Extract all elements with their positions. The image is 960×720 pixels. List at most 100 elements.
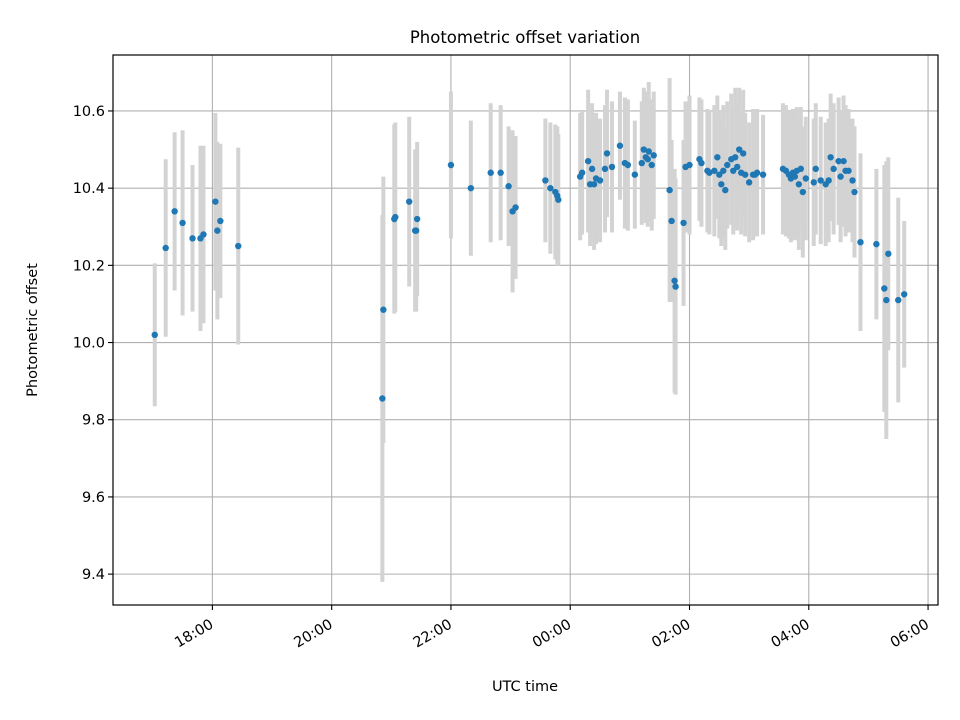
data-point — [698, 159, 705, 167]
data-point — [671, 277, 678, 284]
data-point — [380, 306, 387, 313]
plot-frame — [112, 54, 939, 606]
data-point — [235, 242, 242, 250]
data-point — [849, 177, 856, 184]
data-point — [881, 285, 888, 292]
data-point — [648, 161, 655, 169]
data-point — [640, 146, 647, 153]
data-point — [720, 167, 727, 174]
data-point — [706, 169, 713, 176]
data-point — [840, 157, 847, 165]
data-point — [845, 167, 852, 174]
data-point — [467, 184, 475, 192]
data-point — [739, 150, 747, 157]
data-point — [645, 148, 652, 155]
data-point — [596, 177, 604, 184]
y-tick-label: 10.0 — [73, 336, 105, 352]
y-tick-label: 10.2 — [73, 258, 105, 274]
data-point — [162, 244, 169, 252]
data-point — [722, 186, 729, 194]
data-point — [171, 208, 178, 215]
data-point — [716, 171, 723, 178]
y-tick-label: 9.4 — [82, 567, 105, 583]
data-point — [578, 169, 586, 176]
data-point — [817, 177, 824, 184]
data-point — [200, 231, 207, 238]
data-point — [392, 213, 399, 221]
data-point — [837, 173, 844, 180]
data-point — [825, 177, 832, 184]
data-point — [447, 161, 455, 169]
data-point — [644, 156, 651, 163]
data-point — [650, 152, 657, 159]
data-point — [638, 159, 645, 167]
data-point — [711, 167, 718, 174]
x-axis-label: UTC time — [492, 679, 558, 695]
data-point — [730, 167, 737, 174]
data-point — [827, 154, 834, 161]
data-point — [631, 171, 639, 178]
y-tick-label: 10.4 — [73, 181, 105, 197]
data-point — [724, 161, 731, 169]
data-point — [812, 165, 819, 173]
data-point — [718, 181, 725, 188]
chart-title: Photometric offset variation — [410, 28, 640, 47]
data-point — [189, 235, 196, 242]
data-point — [734, 163, 741, 171]
data-points — [151, 142, 908, 402]
data-point — [555, 196, 562, 203]
data-point — [895, 296, 902, 304]
data-point — [624, 161, 632, 169]
data-point — [851, 188, 858, 196]
data-point — [885, 250, 892, 257]
data-point — [802, 175, 810, 182]
data-point — [883, 296, 890, 304]
data-point — [608, 163, 616, 171]
data-point — [379, 395, 386, 402]
data-point — [603, 150, 611, 157]
data-point — [497, 169, 504, 176]
y-axis: 9.4 9.6 9.8 10.0 10.2 10.4 10.6 — [73, 104, 113, 583]
data-point — [830, 165, 837, 173]
data-point — [542, 177, 549, 184]
data-point — [791, 173, 799, 180]
data-point — [179, 219, 186, 227]
data-point — [799, 188, 807, 196]
data-point — [212, 198, 219, 205]
data-point — [797, 165, 805, 173]
data-point — [413, 215, 421, 223]
data-point — [412, 227, 420, 234]
data-point — [616, 142, 624, 149]
data-point — [214, 227, 221, 234]
y-axis-label: Photometric offset — [25, 263, 41, 397]
data-point — [588, 165, 596, 173]
data-point — [835, 157, 842, 165]
data-point — [406, 198, 413, 205]
data-point — [732, 154, 739, 161]
data-point — [745, 179, 753, 186]
data-point — [680, 219, 687, 227]
data-point — [487, 169, 494, 176]
data-point — [151, 331, 158, 339]
y-tick-label: 9.8 — [82, 413, 105, 429]
data-point — [810, 179, 817, 186]
data-point — [741, 171, 749, 178]
data-point — [584, 157, 592, 165]
data-point — [857, 238, 864, 246]
data-point — [873, 240, 880, 248]
data-point — [759, 171, 767, 178]
data-point — [736, 146, 743, 153]
data-point — [686, 161, 693, 169]
data-point — [512, 204, 519, 211]
data-point — [666, 186, 673, 194]
y-tick-label: 9.6 — [82, 490, 105, 506]
data-point — [547, 184, 554, 192]
data-point — [217, 217, 224, 225]
data-point — [590, 181, 598, 188]
data-point — [795, 181, 803, 188]
data-point — [714, 154, 721, 161]
data-point — [601, 165, 609, 173]
data-point — [753, 169, 761, 176]
data-point — [505, 183, 512, 190]
